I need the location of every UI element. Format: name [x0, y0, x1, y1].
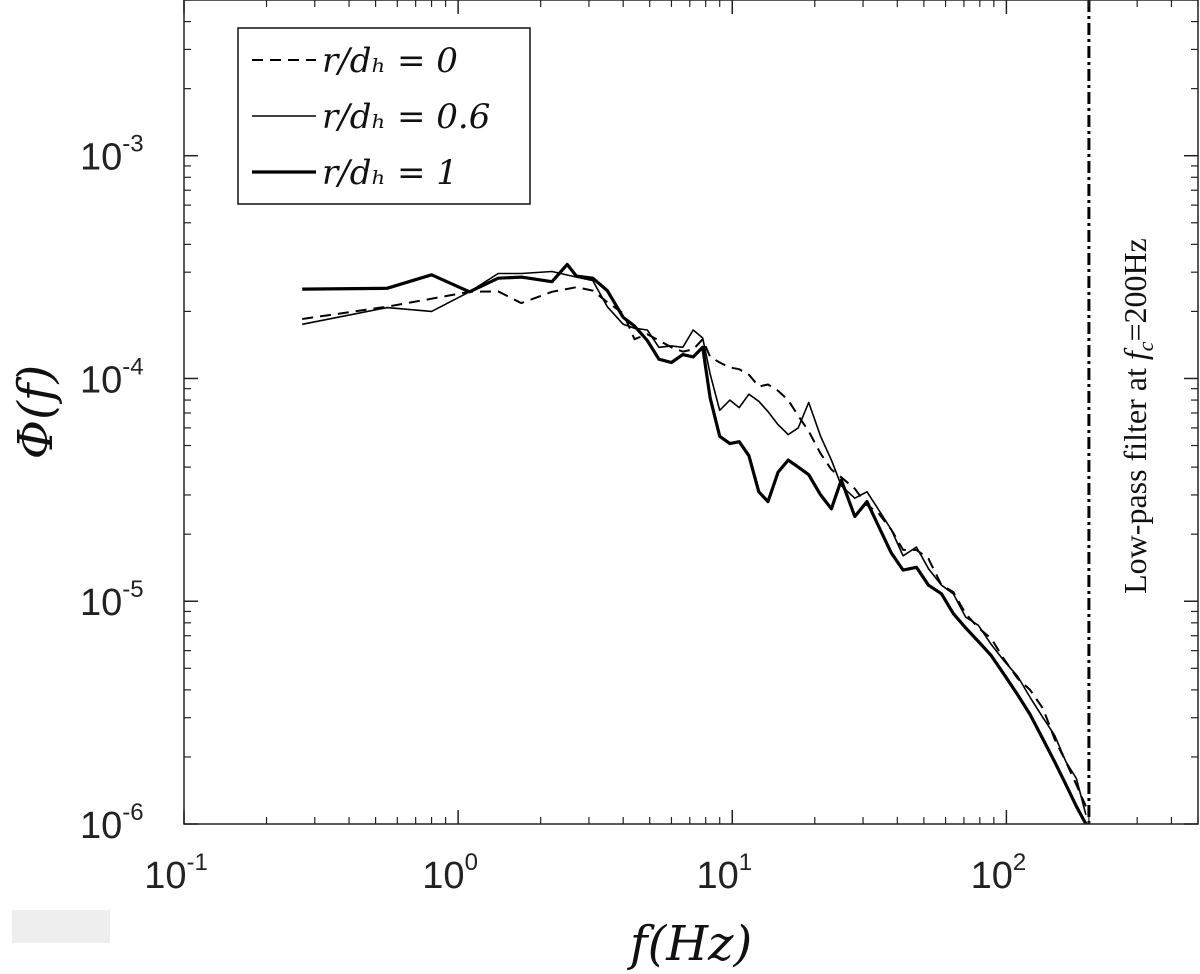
legend-label-1: r/dₕ = 0: [322, 41, 458, 81]
ticks-layer: 10-1 100 101 102 10-6 10-5 10-4 10-3: [80, 0, 1199, 897]
x-tick-label: 100: [422, 849, 478, 897]
x-tick-label: 102: [971, 849, 1027, 897]
y-tick-label: 10-5: [80, 576, 144, 624]
cutoff-annotation: Low-pass filter at fc=200Hz: [1117, 238, 1158, 594]
y-tick-label: 10-6: [80, 799, 144, 847]
legend-label-3: r/dₕ = 1: [322, 153, 458, 193]
x-tick-label: 10-1: [144, 849, 208, 897]
x-axis-label: f(Hz): [627, 916, 752, 972]
plot-area-frame: [183, 0, 1199, 825]
y-axis-label: Φ(f): [8, 365, 64, 460]
series-line-1: [302, 286, 1087, 807]
series-layer: [302, 262, 1088, 825]
y-tick-label: 10-3: [80, 131, 144, 179]
y-tick-label: 10-4: [80, 353, 144, 401]
legend: r/dₕ = 0 r/dₕ = 0.6 r/dₕ = 1: [237, 27, 531, 205]
gray-placeholder-box: [12, 910, 110, 943]
x-tick-label: 101: [696, 849, 752, 897]
series-line-2: [302, 270, 1087, 816]
legend-label-2: r/dₕ = 0.6: [322, 97, 490, 137]
series-line-3: [302, 262, 1088, 825]
cutoff-label: Low-pass filter at fc=200Hz: [1117, 238, 1158, 594]
